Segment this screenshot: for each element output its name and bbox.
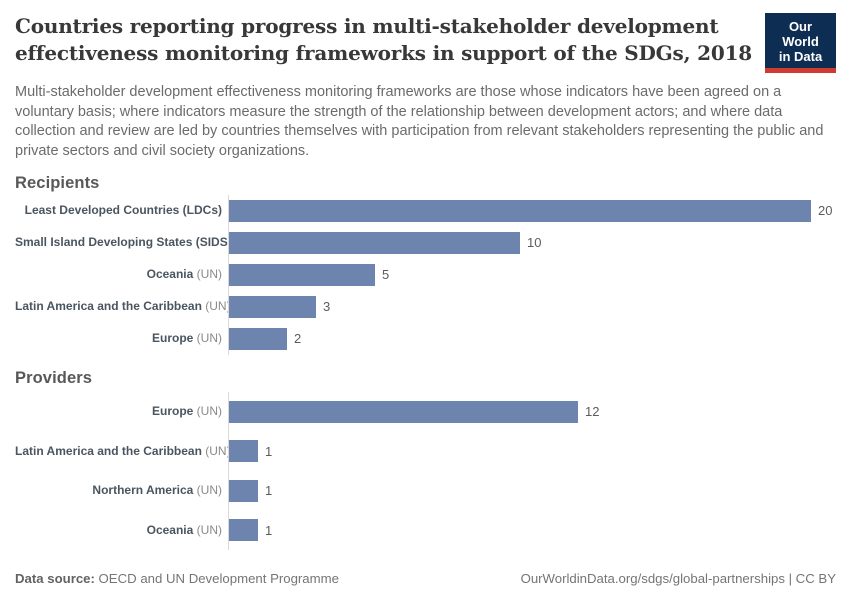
- data-source-label: Data source:: [15, 571, 95, 586]
- category-name: Least Developed Countries (LDCs): [24, 203, 222, 218]
- category-name: Oceania: [146, 522, 194, 537]
- category-label: Small Island Developing States (SIDS): [15, 236, 232, 249]
- data-source: Data source: OECD and UN Development Pro…: [15, 571, 339, 586]
- value-label: 1: [265, 522, 273, 538]
- bar-row: Latin America and the Caribbean (UN) 1: [15, 431, 836, 471]
- category-suffix: (UN): [193, 483, 222, 498]
- category-name: Latin America and the Caribbean: [15, 299, 202, 314]
- bar[interactable]: [229, 440, 258, 463]
- bar-cell: 1: [228, 470, 836, 511]
- category-name: Europe: [151, 331, 194, 346]
- providers-heading: Providers: [15, 368, 93, 387]
- category-suffix: (UN): [193, 267, 222, 282]
- category-name: Small Island Developing States (SIDS): [15, 235, 232, 250]
- bar[interactable]: [229, 263, 375, 286]
- category-suffix: (UN): [193, 522, 222, 537]
- category-label: Least Developed Countries (LDCs): [15, 204, 228, 217]
- chart-title: Countries reporting progress in multi-st…: [15, 14, 753, 65]
- bar-cell: 20: [228, 194, 836, 227]
- bar-cell: 1: [228, 510, 836, 550]
- value-label: 2: [294, 331, 302, 347]
- bar-cell: 3: [228, 290, 836, 323]
- recipients-chart: Least Developed Countries (LDCs) 20 Small …: [15, 194, 836, 355]
- providers-chart: Europe (UN) 12 Latin America and the Carib…: [15, 391, 836, 550]
- bar-row: Small Island Developing States (SIDS) 10: [15, 226, 836, 259]
- bar[interactable]: [229, 231, 520, 254]
- category-name: Oceania: [146, 267, 194, 282]
- bar[interactable]: [229, 199, 811, 222]
- chart-subtitle: Multi-stakeholder development effectiven…: [15, 84, 824, 159]
- value-label: 3: [323, 299, 331, 315]
- category-label: Oceania (UN): [15, 522, 228, 537]
- category-suffix: (UN): [193, 331, 222, 346]
- bar-row: Least Developed Countries (LDCs) 20: [15, 194, 836, 227]
- value-label: 1: [265, 483, 273, 499]
- value-label: 10: [527, 235, 542, 251]
- owid-url-link[interactable]: OurWorldinData.org/sdgs/global-partnersh…: [520, 571, 836, 586]
- bar-row: Latin America and the Caribbean (UN) 3: [15, 290, 836, 323]
- category-label: Latin America and the Caribbean (UN): [15, 443, 231, 458]
- bar[interactable]: [229, 295, 316, 318]
- bar-row: Europe (UN) 12: [15, 391, 836, 432]
- owid-logo: Our World in Data: [765, 13, 836, 74]
- bar[interactable]: [229, 327, 287, 350]
- bar-cell: 10: [228, 226, 836, 259]
- header: Countries reporting progress in multi-st…: [15, 13, 836, 74]
- bar-row: Northern America (UN) 1: [15, 470, 836, 511]
- value-label: 1: [265, 443, 273, 459]
- footer: Data source: OECD and UN Development Pro…: [15, 567, 836, 586]
- category-suffix: (UN): [193, 404, 222, 419]
- owid-logo-line1: Our World: [782, 19, 819, 50]
- value-label: 20: [818, 203, 833, 219]
- category-label: Europe (UN): [15, 404, 228, 419]
- bar[interactable]: [229, 519, 258, 542]
- category-label: Oceania (UN): [15, 268, 228, 281]
- data-source-value: OECD and UN Development Programme: [94, 571, 339, 586]
- bar-row: Oceania (UN) 1: [15, 510, 836, 550]
- recipients-heading: Recipients: [15, 173, 100, 192]
- category-name: Northern America: [92, 483, 194, 498]
- bar-cell: 2: [228, 322, 836, 355]
- bar-row: Oceania (UN) 5: [15, 258, 836, 291]
- bar-cell: 1: [228, 431, 836, 471]
- value-label: 12: [585, 404, 600, 420]
- value-label: 5: [382, 267, 390, 283]
- category-name: Latin America and the Caribbean: [15, 443, 202, 458]
- bar[interactable]: [229, 400, 578, 423]
- bar-row: Europe (UN) 2: [15, 322, 836, 355]
- category-suffix: (UN): [201, 299, 231, 314]
- category-name: Europe: [151, 404, 194, 419]
- bar[interactable]: [229, 479, 258, 502]
- category-label: Northern America (UN): [15, 483, 228, 498]
- bar-cell: 5: [228, 258, 836, 291]
- category-label: Latin America and the Caribbean (UN): [15, 299, 231, 314]
- category-label: Europe (UN): [15, 332, 228, 345]
- category-suffix: (UN): [201, 443, 231, 458]
- owid-logo-line2: in Data: [778, 49, 823, 65]
- bar-cell: 12: [228, 391, 836, 432]
